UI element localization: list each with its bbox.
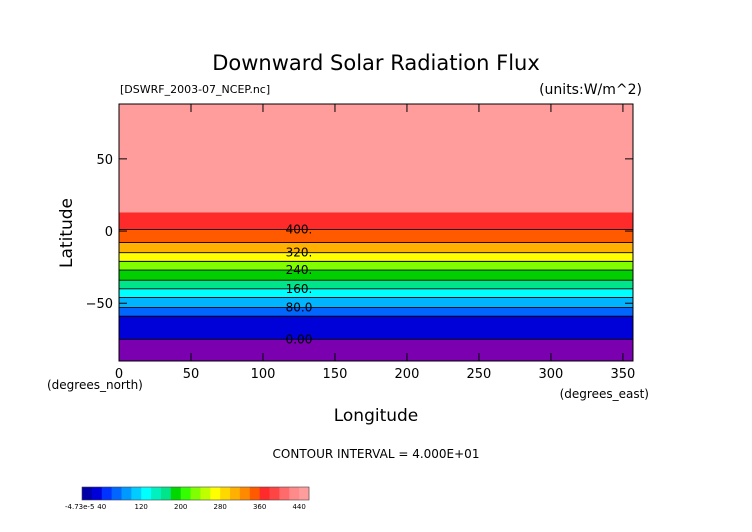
colorbar-tick-label: 120 [135, 503, 148, 511]
colorbar-swatch [200, 487, 211, 500]
y-tick-label: 50 [96, 153, 113, 168]
x-tick-label: 150 [323, 367, 348, 382]
x-tick-label: 350 [611, 367, 636, 382]
x-tick-label: 200 [395, 367, 420, 382]
colorbar-swatch [160, 487, 172, 500]
x-tick-label: 100 [251, 367, 276, 382]
plot-bands [119, 104, 633, 361]
band-120 [119, 297, 633, 308]
contour-interval: CONTOUR INTERVAL = 4.000E+01 [273, 447, 480, 461]
colorbar-swatch [82, 487, 93, 500]
band-320 [119, 252, 633, 262]
band-240 [119, 270, 633, 281]
colorbar-swatch [289, 487, 300, 500]
colorbar-tick-label: 440 [292, 503, 305, 511]
units-label: (units:W/m^2) [539, 82, 642, 98]
colorbar-tick-label: 280 [213, 503, 226, 511]
band-200 [119, 280, 633, 289]
contour-label: 400. [286, 223, 313, 237]
colorbar-swatch [131, 487, 142, 500]
colorbar-tick-label: 40 [97, 503, 106, 511]
band-480 [119, 104, 633, 213]
y-tick-label: −50 [86, 297, 113, 312]
colorbar-swatch [299, 487, 310, 500]
colorbar-swatch [101, 487, 113, 500]
colorbar-swatch [190, 487, 201, 500]
y-axis: −50 0 50 [86, 153, 633, 312]
colorbar-tick-label: 200 [174, 503, 187, 511]
colorbar: -4.73e-5 40 120 200 280 360 440 [65, 486, 310, 511]
y-axis-label: Latitude [57, 198, 77, 268]
x-tick-label: 250 [467, 367, 492, 382]
x-tick-label: 300 [539, 367, 564, 382]
colorbar-swatch [230, 487, 241, 500]
colorbar-swatch [210, 487, 221, 500]
colorbar-min-label: -4.73e-5 [65, 503, 94, 511]
band-400 [119, 229, 633, 243]
band-80 [119, 307, 633, 317]
x-tick-label: 0 [115, 367, 123, 382]
y-unit-label: (degrees_north) [47, 378, 143, 392]
colorbar-frame [81, 486, 310, 501]
colorbar-swatch [249, 487, 261, 500]
colorbar-swatch [220, 487, 231, 500]
file-label: [DSWRF_2003-07_NCEP.nc] [120, 83, 270, 96]
y-tick-label: 0 [105, 225, 113, 240]
x-axis-label: Longitude [334, 406, 419, 426]
band-440 [119, 212, 633, 230]
x-axis: 0 50 100 150 200 250 300 350 [115, 104, 635, 382]
colorbar-swatch [141, 487, 152, 500]
contour-label: 160. [286, 282, 313, 296]
contour-label: 80.0 [286, 301, 313, 315]
colorbar-swatch [259, 487, 270, 500]
contour-label: 240. [286, 263, 313, 277]
colorbar-swatch [239, 487, 251, 500]
band-360 [119, 242, 633, 253]
colorbar-swatch [91, 487, 103, 500]
plot-frame [118, 103, 634, 362]
colorbar-swatch [111, 487, 122, 500]
colorbar-swatch [151, 487, 162, 500]
band-40 [119, 316, 633, 340]
colorbar-swatch [269, 487, 280, 500]
colorbar-tick-label: 360 [253, 503, 266, 511]
colorbar-swatch [279, 487, 290, 500]
contour-label: 320. [286, 246, 313, 260]
chart-title: Downward Solar Radiation Flux [212, 51, 540, 75]
band-280 [119, 261, 633, 271]
contour-label: 0.00 [286, 332, 313, 346]
colorbar-swatch [121, 487, 132, 500]
colorbar-swatch [170, 487, 182, 500]
colorbar-swatch [180, 487, 191, 500]
band-0 [119, 339, 633, 361]
plot-contours: 400. 320. 240. 160. 80.0 0.00 [119, 223, 633, 346]
x-tick-label: 50 [183, 367, 200, 382]
band-160 [119, 288, 633, 298]
x-unit-label: (degrees_east) [560, 387, 649, 401]
